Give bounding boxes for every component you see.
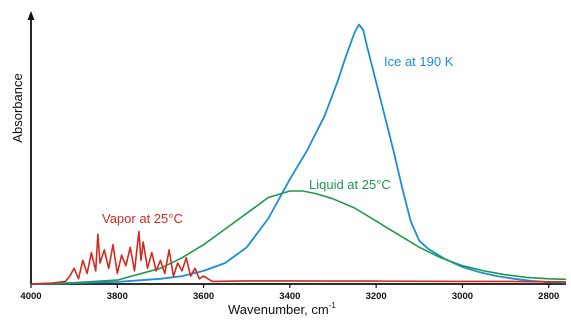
series-label-vapor: Vapor at 25°C bbox=[102, 211, 183, 226]
x-tick-label: 3400 bbox=[279, 291, 300, 302]
x-axis-title-text: Wavenumber, cm bbox=[228, 302, 329, 317]
series-line-ice bbox=[30, 23, 567, 285]
x-tick-label: 3600 bbox=[193, 291, 214, 302]
x-axis-title-superscript: -1 bbox=[329, 301, 337, 310]
x-tick-label: 2800 bbox=[538, 291, 559, 302]
y-axis-arrow-icon bbox=[27, 11, 35, 20]
x-tick-label: 3800 bbox=[107, 291, 128, 302]
series-line-liquid bbox=[30, 190, 567, 285]
x-axis-title: Wavenumber, cm-1 bbox=[228, 301, 336, 317]
series-label-liquid: Liquid at 25°C bbox=[309, 177, 391, 192]
x-ticks: 4000 3800 3600 3400 3200 3000 2800 bbox=[20, 284, 559, 302]
series-label-ice: Ice at 190 K bbox=[384, 54, 454, 69]
x-tick-label: 3200 bbox=[366, 291, 387, 302]
y-axis-title: Absorbance bbox=[10, 73, 25, 142]
x-tick-label: 3000 bbox=[452, 291, 473, 302]
series-line-vapor bbox=[30, 230, 567, 285]
x-tick-label: 4000 bbox=[20, 291, 41, 302]
